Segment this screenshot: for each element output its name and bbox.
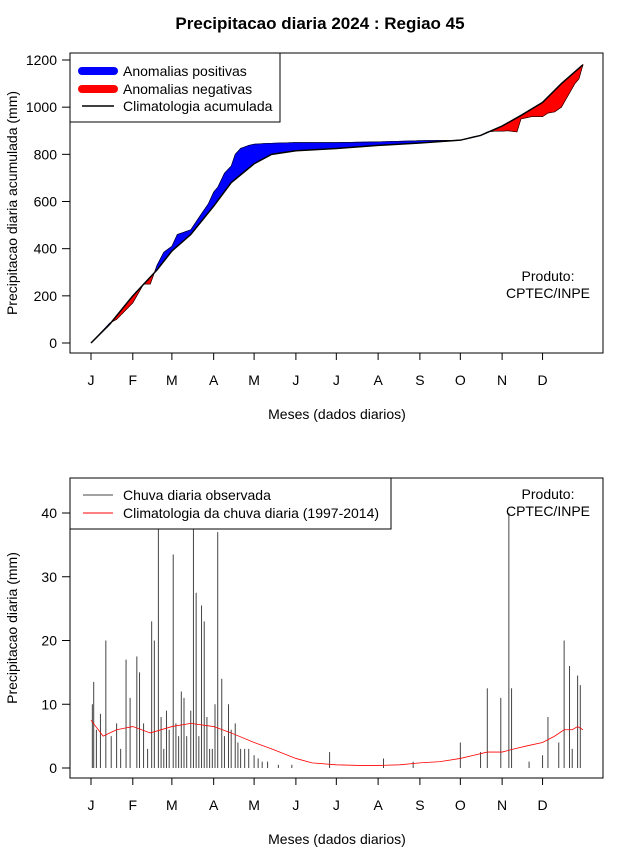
bottom-y-tick-label: 20 [41, 633, 57, 649]
bottom-y-tick-label: 0 [49, 760, 57, 776]
top-x-axis-label: Meses (dados diarios) [268, 406, 406, 422]
bottom-y-tick-label: 40 [41, 505, 57, 521]
bottom-x-tick-label: D [537, 797, 547, 813]
top-y-tick-label: 400 [34, 241, 58, 257]
top-x-tick-label: N [497, 372, 507, 388]
legend-label-climatology-daily: Climatologia da chuva diaria (1997-2014) [123, 505, 379, 521]
observed-daily-bars [91, 513, 581, 768]
top-x-tick-label: F [129, 372, 138, 388]
bottom-annotation-line-2: CPTEC/INPE [506, 503, 590, 519]
bottom-x-tick-label: M [248, 797, 260, 813]
top-y-tick-label: 600 [34, 194, 58, 210]
bottom-annotation-line-1: Produto: [522, 486, 575, 502]
bottom-y-axis: 0 10 20 30 40 [41, 505, 71, 776]
top-x-tick-label: J [333, 372, 340, 388]
top-y-tick-label: 800 [34, 146, 58, 162]
cumulative-precipitation-chart: 0 200 400 600 800 1000 1200 J F M A M J J A S O N D Preci… [4, 52, 604, 422]
bottom-x-axis-label: Meses (dados diarios) [268, 831, 406, 847]
legend-label-climatology: Climatologia acumulada [123, 98, 273, 114]
bottom-x-tick-label: A [373, 797, 383, 813]
legend-label-observed: Chuva diaria observada [123, 487, 271, 503]
bottom-x-tick-label: M [166, 797, 178, 813]
top-y-axis-label: Precipitacao diaria acumulada (mm) [4, 91, 20, 315]
daily-precipitation-chart: 0 10 20 30 40 J F M A M J J A S O N D Precipitacao diar… [4, 477, 604, 847]
bottom-y-tick-label: 30 [41, 569, 57, 585]
bottom-x-tick-label: S [415, 797, 424, 813]
top-x-tick-label: J [88, 372, 95, 388]
top-x-tick-label: A [209, 372, 219, 388]
bottom-x-tick-label: J [88, 797, 95, 813]
top-annotation-line-2: CPTEC/INPE [506, 285, 590, 301]
bottom-legend-box [69, 477, 392, 530]
legend-label-negative: Anomalias negativas [123, 81, 252, 97]
climatology-daily-line [90, 719, 584, 766]
bottom-x-tick-label: J [292, 797, 299, 813]
climatology-cumulative-line [90, 64, 584, 344]
top-x-tick-label: M [166, 372, 178, 388]
top-x-tick-label: M [248, 372, 260, 388]
top-y-tick-label: 200 [34, 288, 58, 304]
bottom-x-tick-label: F [129, 797, 138, 813]
top-annotation-line-1: Produto: [522, 268, 575, 284]
page-title: Precipitacao diaria 2024 : Regiao 45 [175, 14, 465, 33]
top-y-axis: 0 200 400 600 800 1000 1200 [26, 52, 71, 351]
bottom-x-tick-label: N [497, 797, 507, 813]
bottom-legend: Chuva diaria observada Climatologia da c… [69, 477, 392, 530]
observed-cumulative-outline [90, 64, 584, 344]
bottom-x-tick-label: A [209, 797, 219, 813]
top-x-tick-label: O [455, 372, 466, 388]
top-y-tick-label: 1000 [26, 99, 57, 115]
top-x-tick-label: A [373, 372, 383, 388]
legend-label-positive: Anomalias positivas [123, 63, 247, 79]
bottom-x-tick-label: J [333, 797, 340, 813]
bottom-y-tick-label: 10 [41, 696, 57, 712]
bottom-x-tick-label: O [455, 797, 466, 813]
top-x-tick-label: J [292, 372, 299, 388]
bottom-y-axis-label: Precipitacao diaria (mm) [4, 552, 20, 704]
top-x-tick-label: S [415, 372, 424, 388]
top-x-tick-label: D [537, 372, 547, 388]
top-y-tick-label: 1200 [26, 52, 57, 68]
top-legend: Anomalias positivas Anomalias negativas … [69, 52, 281, 123]
top-y-tick-label: 0 [49, 335, 57, 351]
